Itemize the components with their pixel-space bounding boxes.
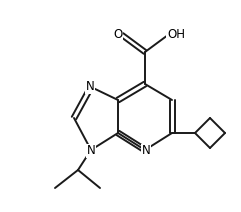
Text: N: N — [142, 145, 150, 158]
Text: OH: OH — [167, 28, 185, 42]
Text: N: N — [86, 81, 94, 93]
Text: O: O — [113, 28, 123, 42]
Text: N: N — [87, 145, 95, 158]
